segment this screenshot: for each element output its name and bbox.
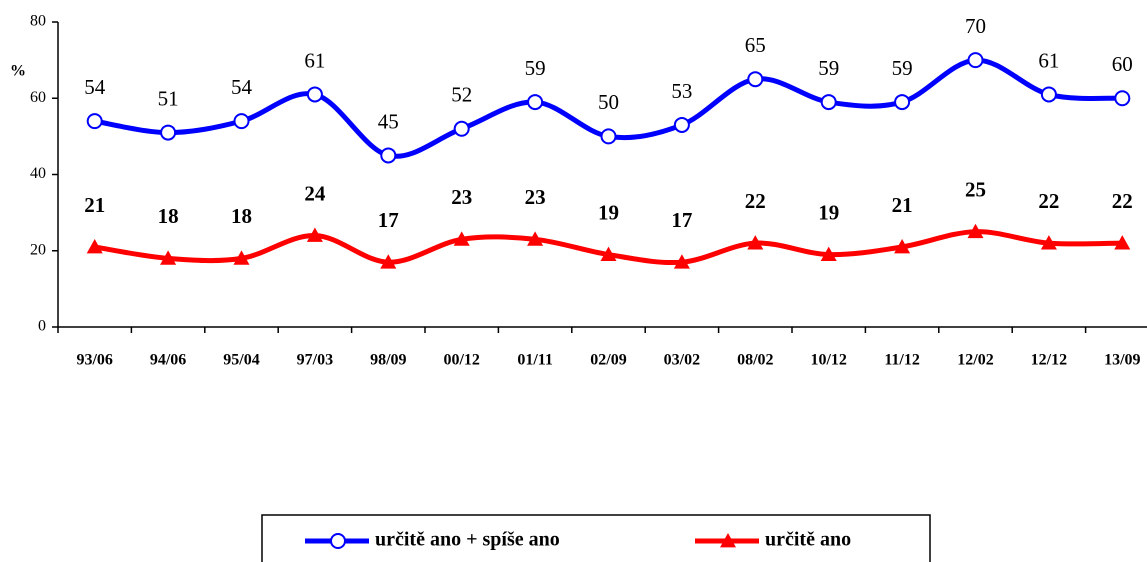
point bbox=[233, 250, 250, 265]
point bbox=[86, 113, 103, 130]
data-label: 61 bbox=[304, 48, 325, 72]
point bbox=[306, 86, 323, 103]
point bbox=[306, 227, 323, 242]
data-label: 61 bbox=[1038, 48, 1059, 72]
point bbox=[820, 94, 837, 111]
point bbox=[380, 254, 397, 269]
point bbox=[86, 238, 103, 254]
point bbox=[747, 71, 764, 88]
x-tick-label: 11/12 bbox=[884, 352, 920, 369]
data-label: 24 bbox=[304, 181, 326, 205]
data-label: 21 bbox=[84, 193, 105, 217]
y-tick-label: 80 bbox=[30, 13, 46, 30]
point bbox=[160, 250, 177, 265]
point bbox=[1040, 86, 1057, 103]
point bbox=[1114, 235, 1131, 250]
point bbox=[527, 231, 544, 246]
data-label: 19 bbox=[818, 200, 839, 224]
data-label: 22 bbox=[745, 189, 766, 213]
point bbox=[894, 94, 911, 111]
y-tick-label: 20 bbox=[30, 241, 46, 258]
data-label: 22 bbox=[1112, 189, 1133, 213]
point bbox=[160, 124, 177, 141]
y-tick-label: 40 bbox=[30, 165, 46, 182]
x-tick-label: 94/06 bbox=[150, 352, 186, 369]
x-tick-label: 95/04 bbox=[223, 352, 259, 369]
point bbox=[453, 231, 470, 246]
point bbox=[673, 254, 690, 269]
data-label: 23 bbox=[451, 185, 472, 209]
x-tick-label: 97/03 bbox=[297, 352, 333, 369]
x-tick-label: 93/06 bbox=[76, 352, 112, 369]
point bbox=[233, 113, 250, 130]
x-tick-label: 12/02 bbox=[957, 352, 993, 369]
legend-marker bbox=[330, 533, 346, 549]
data-label: 52 bbox=[451, 83, 472, 107]
point bbox=[527, 94, 544, 111]
data-label: 59 bbox=[818, 56, 839, 80]
point bbox=[894, 238, 911, 254]
legend-marker bbox=[720, 533, 736, 548]
point bbox=[747, 235, 764, 250]
data-label: 23 bbox=[525, 185, 546, 209]
data-label: 17 bbox=[378, 208, 399, 232]
x-tick-label: 01/11 bbox=[517, 352, 553, 369]
y-tick-label: 60 bbox=[30, 89, 46, 106]
data-label: 19 bbox=[598, 200, 619, 224]
legend-box bbox=[261, 514, 931, 562]
y-tick-label: 0 bbox=[38, 318, 46, 335]
point bbox=[967, 52, 984, 69]
point bbox=[600, 246, 617, 261]
data-label: 54 bbox=[231, 75, 253, 99]
point bbox=[1040, 235, 1057, 250]
data-label: 18 bbox=[158, 204, 179, 228]
data-label: 65 bbox=[745, 33, 766, 57]
point bbox=[1114, 90, 1131, 107]
data-label: 50 bbox=[598, 90, 619, 114]
data-label: 21 bbox=[892, 193, 913, 217]
data-label: 70 bbox=[965, 14, 986, 38]
data-label: 59 bbox=[892, 56, 913, 80]
data-label: 45 bbox=[378, 109, 399, 133]
data-label: 18 bbox=[231, 204, 252, 228]
x-tick-label: 10/12 bbox=[810, 352, 846, 369]
y-axis-label: % bbox=[10, 63, 26, 80]
data-label: 51 bbox=[158, 86, 179, 110]
legend-label: určitě ano + spíše ano bbox=[375, 529, 560, 551]
x-tick-label: 13/09 bbox=[1104, 352, 1140, 369]
x-tick-label: 98/09 bbox=[370, 352, 406, 369]
point bbox=[967, 223, 984, 239]
data-label: 25 bbox=[965, 178, 986, 202]
data-label: 54 bbox=[84, 75, 106, 99]
data-label: 59 bbox=[525, 56, 546, 80]
point bbox=[673, 116, 690, 133]
point bbox=[380, 147, 397, 164]
x-tick-label: 03/02 bbox=[664, 352, 700, 369]
legend-label: určitě ano bbox=[765, 529, 851, 551]
point bbox=[820, 246, 837, 261]
data-label: 17 bbox=[671, 208, 692, 232]
data-label: 22 bbox=[1038, 189, 1059, 213]
data-label: 60 bbox=[1112, 52, 1133, 76]
point bbox=[453, 120, 470, 137]
x-tick-label: 08/02 bbox=[737, 352, 773, 369]
x-tick-label: 02/09 bbox=[590, 352, 626, 369]
x-tick-label: 00/12 bbox=[443, 352, 479, 369]
data-label: 53 bbox=[671, 79, 692, 103]
point bbox=[600, 128, 617, 145]
x-tick-label: 12/12 bbox=[1031, 352, 1067, 369]
